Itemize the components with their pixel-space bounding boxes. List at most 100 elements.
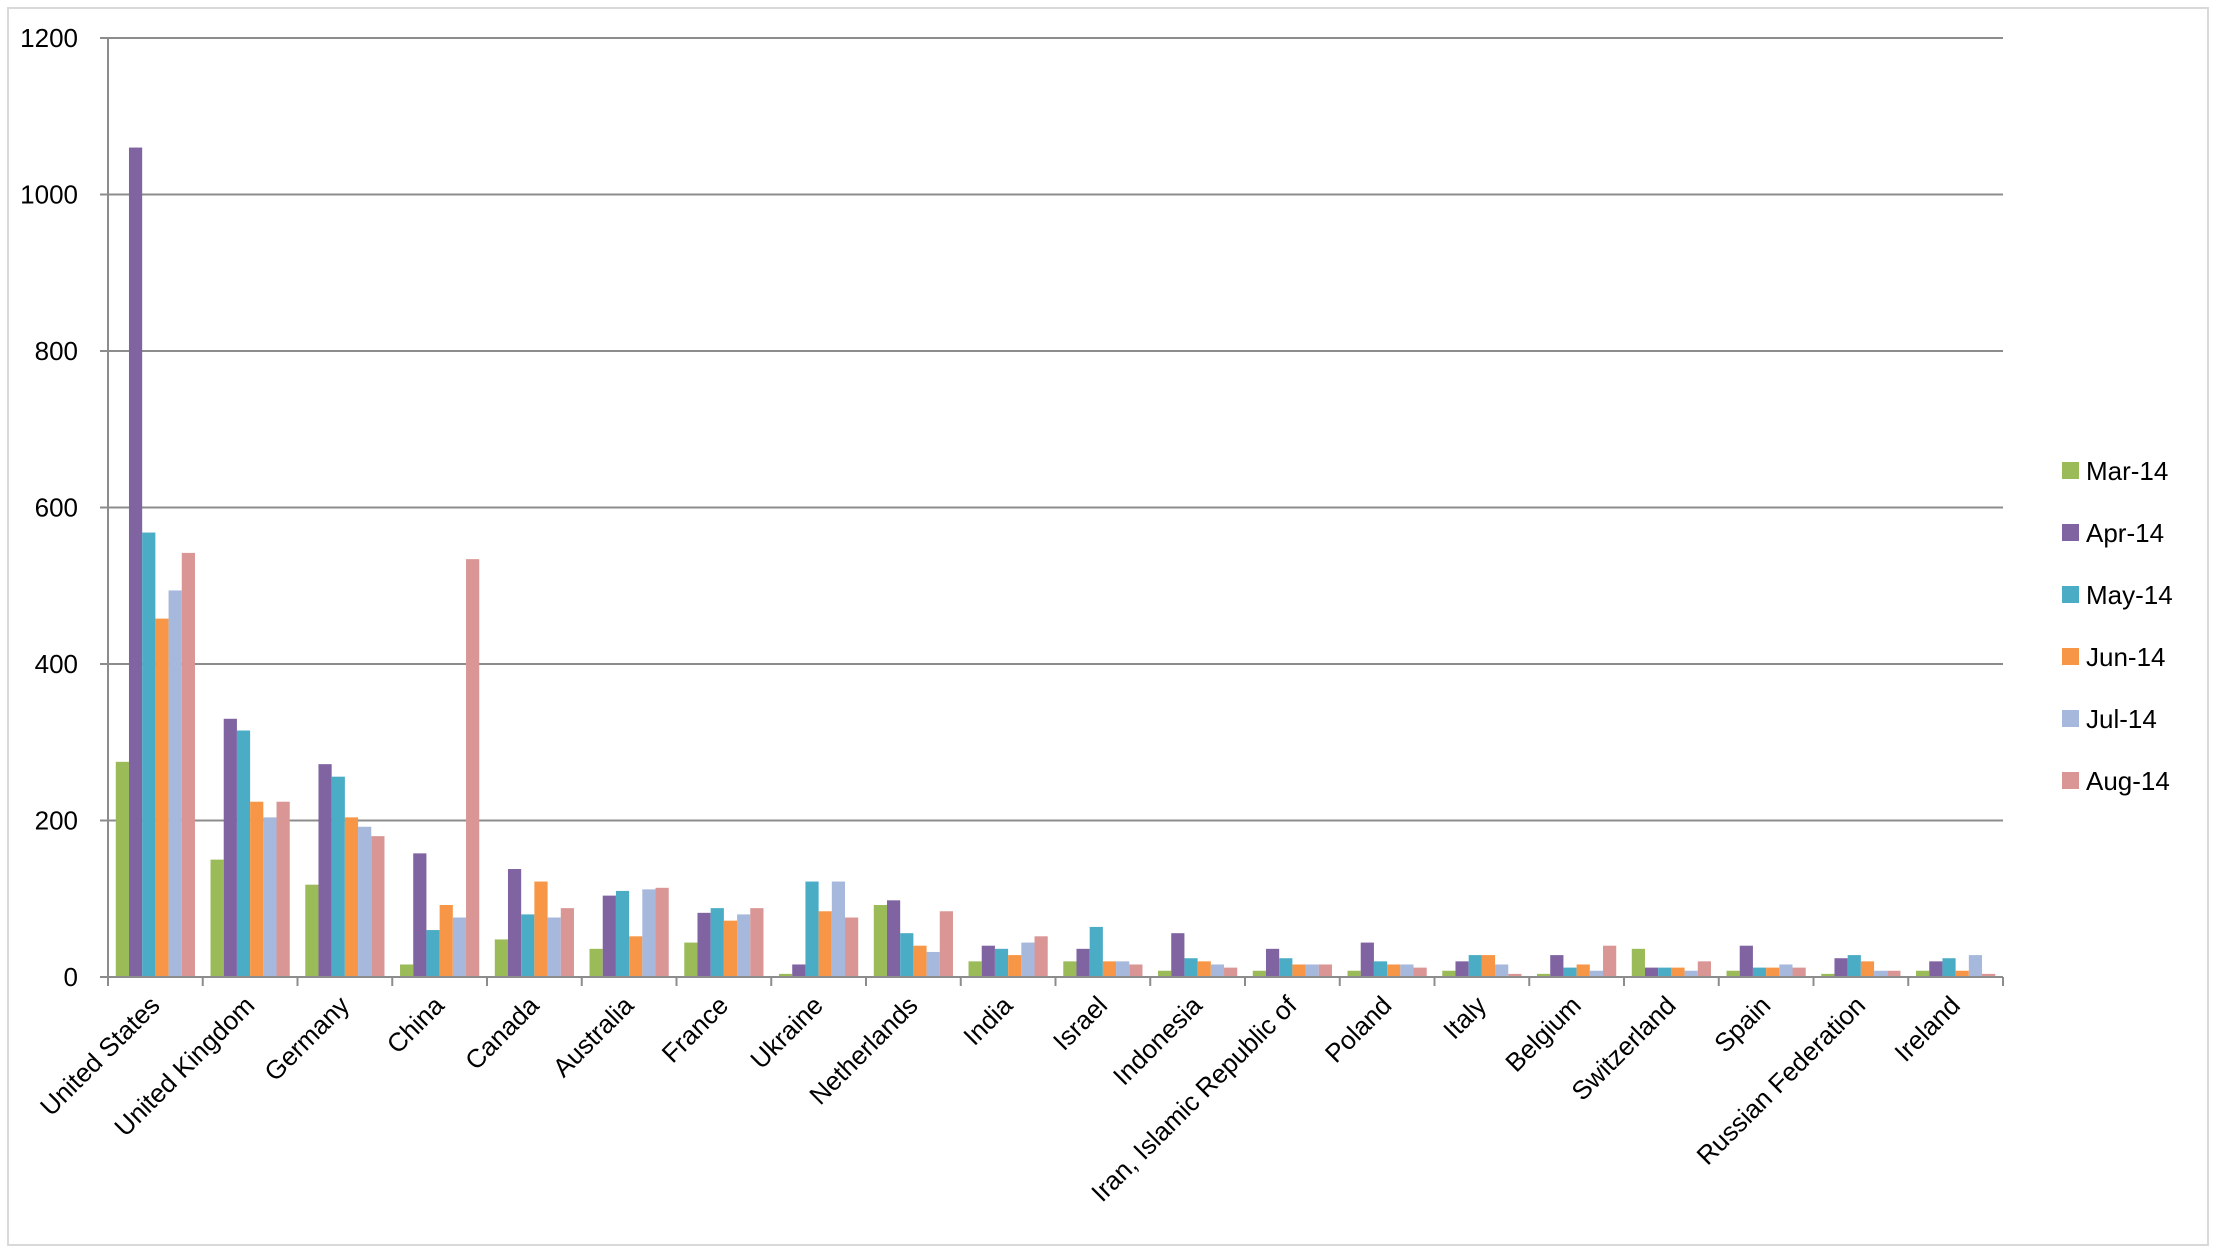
bar-mar-14-spain (1726, 970, 1740, 977)
legend-swatch (2062, 710, 2079, 727)
bar-apr-14-switzerland (1644, 967, 1659, 977)
bar-aug-14-israel (1129, 964, 1143, 977)
bar-jul-14-germany (358, 826, 372, 977)
y-tick-label: 400 (35, 649, 78, 679)
bar-jun-14-russian-federation (1860, 961, 1875, 977)
bar-mar-14-italy (1442, 970, 1456, 977)
axes (107, 38, 2004, 986)
bar-apr-14-united-states (128, 147, 143, 978)
bar-apr-14-israel (1076, 948, 1090, 977)
bar-may-14-ireland (1942, 958, 1956, 977)
bar-aug-14-france (750, 908, 764, 977)
bar-jul-14-canada (547, 917, 561, 977)
bar-jun-14-united-kingdom (250, 801, 264, 977)
bar-aug-14-iran-islamic-republic-of (1318, 964, 1332, 977)
bar-may-14-switzerland (1658, 967, 1672, 977)
bar-apr-14-france (697, 912, 711, 977)
bar-jun-14-germany (344, 817, 359, 977)
bar-apr-14-ukraine (792, 964, 806, 977)
bar-may-14-canada (521, 914, 535, 977)
legend-label: Aug-14 (2086, 766, 2170, 796)
bar-aug-14-india (1034, 936, 1048, 977)
bar-mar-14-canada (494, 939, 508, 977)
bar-may-14-spain (1752, 967, 1767, 977)
bar-jun-14-spain (1766, 967, 1780, 977)
legend-swatch (2062, 524, 2079, 541)
bar-apr-14-canada (507, 869, 522, 977)
bar-may-14-france (710, 908, 724, 977)
y-tick-label: 800 (35, 336, 78, 366)
bar-apr-14-iran-islamic-republic-of (1265, 948, 1280, 977)
bar-aug-14-netherlands (939, 911, 953, 977)
y-tick-label: 600 (35, 493, 78, 523)
bar-may-14-ukraine (805, 881, 819, 977)
bar-may-14-germany (331, 776, 345, 977)
bar-may-14-united-states (142, 532, 156, 977)
bar-apr-14-australia (602, 895, 616, 977)
y-axis-tick-labels: 0 200 400 600 800 1000 1200 (20, 23, 108, 992)
bar-mar-14-israel (1063, 961, 1077, 977)
bar-aug-14-germany (371, 836, 385, 977)
bar-jul-14-israel (1116, 961, 1130, 977)
bar-jul-14-russian-federation (1874, 970, 1888, 977)
bar-jun-14-india (1008, 955, 1022, 977)
bar-mar-14-ireland (1916, 970, 1930, 977)
bar-aug-14-australia (655, 887, 669, 977)
bar-apr-14-poland (1360, 942, 1374, 977)
legend-swatch (2062, 462, 2079, 479)
bar-jul-14-italy (1495, 964, 1509, 977)
bar-jul-14-poland (1400, 964, 1414, 977)
bar-aug-14-spain (1792, 967, 1806, 977)
bar-jun-14-united-states (155, 618, 169, 977)
bar-mar-14-russian-federation (1821, 973, 1835, 977)
bar-jul-14-china (452, 917, 467, 977)
bar-jul-14-united-states (168, 590, 182, 977)
chart-border (7, 7, 2209, 1246)
bar-jul-14-france (737, 914, 751, 977)
bar-may-14-italy (1468, 955, 1482, 977)
bar-may-14-iran-islamic-republic-of (1279, 958, 1293, 977)
legend-label: Jun-14 (2086, 642, 2166, 672)
legend-swatch (2062, 586, 2079, 603)
bar-mar-14-india (968, 961, 982, 977)
bar-mar-14-switzerland (1631, 948, 1645, 977)
bar-jun-14-china (439, 905, 453, 977)
bar-mar-14-indonesia (1158, 970, 1172, 977)
bar-apr-14-netherlands (886, 900, 901, 977)
bar-apr-14-india (981, 945, 995, 977)
bar-apr-14-ireland (1929, 961, 1943, 977)
bar-aug-14-china (466, 559, 480, 977)
bar-may-14-belgium (1563, 967, 1577, 977)
bar-may-14-poland (1373, 961, 1388, 977)
bar-aug-14-russian-federation (1887, 970, 1901, 977)
bar-jun-14-france (723, 920, 738, 977)
bar-mar-14-germany (305, 884, 319, 977)
bar-may-14-netherlands (900, 933, 914, 977)
bar-may-14-russian-federation (1847, 955, 1861, 977)
legend-swatch (2062, 772, 2079, 789)
bar-may-14-india (994, 948, 1009, 977)
bar-mar-14-belgium (1537, 973, 1551, 977)
legend-swatch (2062, 648, 2079, 665)
bar-mar-14-iran-islamic-republic-of (1252, 970, 1266, 977)
bar-jul-14-belgium (1589, 970, 1604, 977)
bar-apr-14-indonesia (1171, 933, 1185, 977)
bar-jun-14-belgium (1576, 964, 1590, 977)
legend: Mar-14 Apr-14 May-14 Jun-14 Jul-14 Aug-14 (2062, 456, 2173, 796)
bar-jul-14-ireland (1968, 955, 1983, 977)
legend-label: Mar-14 (2086, 456, 2168, 486)
bar-jun-14-switzerland (1671, 967, 1685, 977)
bar-jun-14-poland (1387, 964, 1401, 977)
bar-jun-14-ireland (1955, 970, 1969, 977)
bar-aug-14-ireland (1982, 973, 1996, 977)
bar-aug-14-poland (1413, 967, 1427, 977)
bar-may-14-australia (615, 890, 630, 977)
y-tick-label: 1200 (20, 23, 78, 53)
bar-jun-14-ukraine (818, 911, 832, 977)
bar-jun-14-netherlands (913, 945, 927, 977)
bar-jul-14-australia (642, 889, 656, 977)
bar-may-14-united-kingdom (236, 730, 251, 977)
bar-mar-14-australia (589, 948, 603, 977)
bars (115, 147, 1996, 978)
